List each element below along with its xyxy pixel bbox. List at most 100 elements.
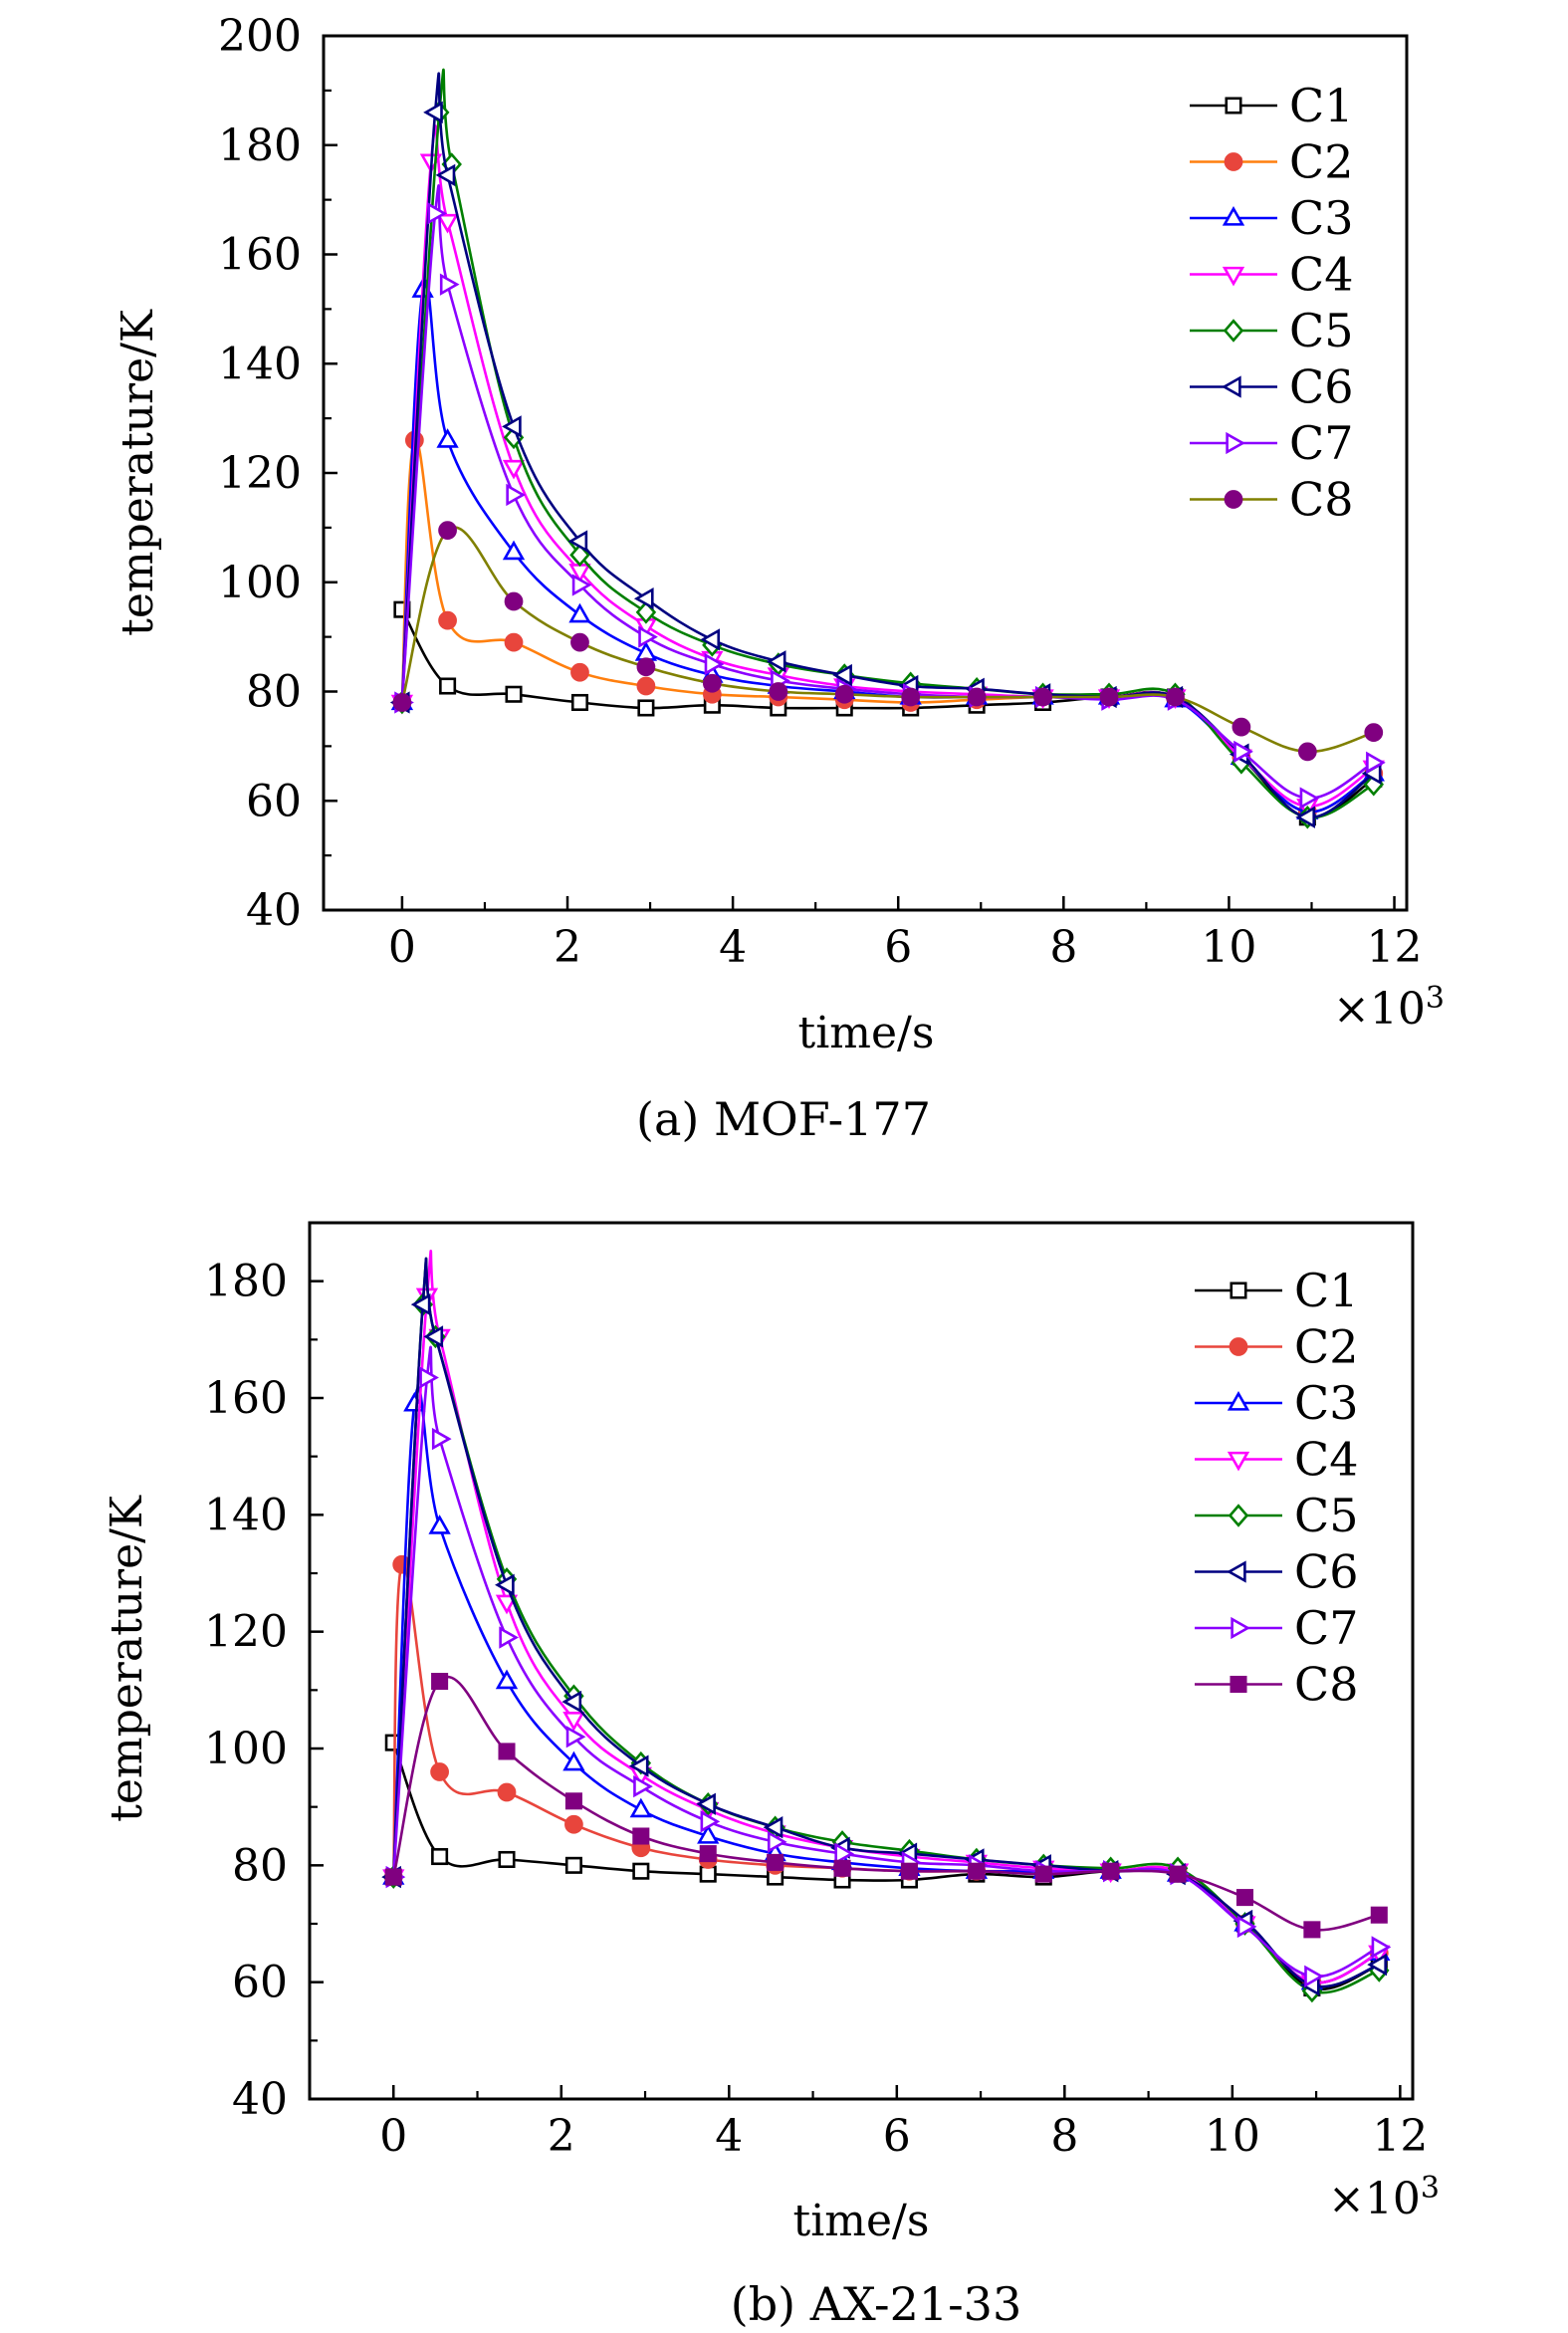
chart-b-data-point-C8 xyxy=(1169,1865,1187,1883)
chart-b-y-tick-label: 180 xyxy=(204,1257,288,1307)
chart-a-legend-item-C4: C4 xyxy=(1190,248,1353,302)
chart-a-legend-label: C1 xyxy=(1289,79,1353,132)
chart-a-legend-item-C8: C8 xyxy=(1190,473,1353,527)
chart-a-legend-marker xyxy=(1226,431,1245,455)
chart-a-data-point-C8 xyxy=(1166,687,1185,707)
chart-a-data-point-C7 xyxy=(638,625,658,648)
chart-a-legend-label: C5 xyxy=(1289,304,1353,357)
chart-b-data-point-C1 xyxy=(564,1856,582,1874)
chart-a-marks xyxy=(389,68,1386,829)
chart-b-y-tick-label: 60 xyxy=(232,1958,288,2008)
chart-a-legend-label: C7 xyxy=(1289,416,1353,470)
chart-a-data-point-C6 xyxy=(832,663,852,687)
chart-panel-a: 0 2 4 6 8 10 12 40 60 80 100 120 140 160 180 200 time/s… xyxy=(112,11,1445,1146)
chart-b-legend-label: C5 xyxy=(1294,1489,1358,1542)
chart-a-legend-marker xyxy=(1222,266,1245,287)
chart-a-x-tick-label: 8 xyxy=(1049,922,1077,973)
chart-a-data-point-C2 xyxy=(570,662,589,682)
chart-a-data-point-C7 xyxy=(1366,751,1386,774)
chart-a-data-point-C2 xyxy=(504,632,524,652)
chart-a-data-point-C6 xyxy=(766,650,786,673)
chart-b-legend-item-C3: C3 xyxy=(1195,1376,1358,1430)
chart-a-data-point-C6 xyxy=(423,101,443,123)
chart-b-data-point-C2 xyxy=(497,1782,517,1802)
chart-a-data-point-C8 xyxy=(438,521,457,540)
chart-a-legend-item-C2: C2 xyxy=(1190,135,1353,189)
chart-b-marks xyxy=(381,1250,1392,2003)
chart-a-ticks: 0 2 4 6 8 10 12 40 60 80 100 120 140 160 180 200 xyxy=(218,11,1423,973)
chart-a-data-point-C8 xyxy=(702,673,722,693)
chart-b-data-point-C6 xyxy=(763,1816,784,1839)
chart-b-data-point-C2 xyxy=(430,1762,449,1781)
chart-a-x-tick-label: 10 xyxy=(1201,922,1256,973)
chart-a-x-multiplier: ×103 xyxy=(1333,981,1445,1035)
chart-b-y-tick-label: 40 xyxy=(232,2074,288,2125)
chart-b-data-point-C7 xyxy=(1371,1936,1392,1959)
chart-b-caption: (b) AX-21-33 xyxy=(731,2277,1021,2331)
chart-a-legend-marker xyxy=(1222,375,1241,398)
chart-b-legend-label: C3 xyxy=(1294,1376,1358,1430)
chart-a-x-tick-label: 12 xyxy=(1367,922,1423,973)
chart-a-data-point-C3 xyxy=(436,428,459,448)
chart-b-data-point-C1 xyxy=(498,1850,516,1868)
chart-a-legend-label: C6 xyxy=(1289,360,1353,414)
chart-a-data-point-C7 xyxy=(1233,740,1253,764)
chart-a-data-point-C8 xyxy=(1364,723,1384,743)
chart-a-y-tick-label: 40 xyxy=(246,885,302,936)
chart-a-y-tick-label: 120 xyxy=(218,448,302,499)
chart-a-y-tick-label: 160 xyxy=(218,230,302,281)
chart-a-series-C8 xyxy=(392,521,1384,762)
chart-a-data-point-C1 xyxy=(505,685,523,703)
chart-a-legend-item-C7: C7 xyxy=(1190,416,1353,470)
chart-b-data-point-C6 xyxy=(410,1292,431,1316)
chart-b-data-point-C7 xyxy=(1304,1965,1324,1987)
chart-b-data-point-C8 xyxy=(431,1673,449,1691)
chart-a-legend-label: C4 xyxy=(1289,248,1353,302)
chart-b-legend-marker xyxy=(1228,1504,1249,1527)
chart-b-ticks: 0 2 4 6 8 10 12 40 60 80 100 120 140 160 180 xyxy=(204,1257,1428,2162)
chart-b-legend-label: C4 xyxy=(1294,1433,1358,1487)
chart-a-data-point-C6 xyxy=(502,415,522,438)
chart-b-x-tick-label: 12 xyxy=(1372,2111,1428,2162)
chart-b-legend-item-C8: C8 xyxy=(1195,1658,1358,1712)
chart-b-data-point-C7 xyxy=(700,1810,721,1833)
chart-a-x-multiplier-base: ×10 xyxy=(1333,984,1426,1035)
chart-a-legend-marker xyxy=(1224,152,1243,171)
chart-a-data-point-C7 xyxy=(427,202,448,225)
chart-b-y-tick-label: 80 xyxy=(232,1840,288,1891)
chart-b-data-point-C6 xyxy=(1367,1953,1387,1977)
chart-a-x-tick-label: 0 xyxy=(388,922,416,973)
chart-b-data-point-C8 xyxy=(1102,1862,1120,1880)
chart-a-data-point-C8 xyxy=(1033,687,1052,707)
chart-b-data-point-C6 xyxy=(495,1573,515,1596)
chart-b-x-tick-label: 2 xyxy=(548,2111,575,2162)
chart-a-caption: (a) MOF-177 xyxy=(636,1092,931,1146)
chart-b-data-point-C8 xyxy=(384,1868,402,1886)
chart-b-y-tick-label: 100 xyxy=(204,1724,288,1774)
chart-a-data-point-C7 xyxy=(506,483,527,507)
chart-a-legend-marker xyxy=(1222,206,1245,226)
chart-b-x-axis-label: time/s xyxy=(793,2196,930,2246)
chart-b-y-tick-label: 120 xyxy=(204,1607,288,1658)
chart-a-data-point-C7 xyxy=(1299,787,1320,810)
chart-b-data-point-C8 xyxy=(564,1792,582,1810)
chart-b-data-point-C7 xyxy=(834,1842,855,1865)
chart-b-x-tick-label: 8 xyxy=(1050,2111,1078,2162)
chart-a-legend-item-C6: C6 xyxy=(1190,360,1353,414)
chart-a-data-point-C1 xyxy=(637,699,655,717)
chart-a-y-tick-label: 100 xyxy=(218,558,302,608)
chart-b-data-point-C8 xyxy=(498,1743,516,1760)
chart-a-data-point-C4 xyxy=(502,459,526,480)
chart-b-data-point-C3 xyxy=(697,1824,720,1844)
chart-a-data-point-C6 xyxy=(435,163,456,187)
chart-a-data-point-C7 xyxy=(439,273,460,296)
chart-b-data-point-C6 xyxy=(561,1690,582,1714)
chart-a-data-point-C8 xyxy=(769,682,788,701)
chart-a-data-point-C8 xyxy=(1232,717,1251,737)
chart-a-data-point-C3 xyxy=(568,602,591,623)
chart-b-data-point-C6 xyxy=(696,1792,716,1815)
chart-b-data-point-C8 xyxy=(833,1859,851,1877)
chart-a-legend-marker xyxy=(1225,97,1242,115)
